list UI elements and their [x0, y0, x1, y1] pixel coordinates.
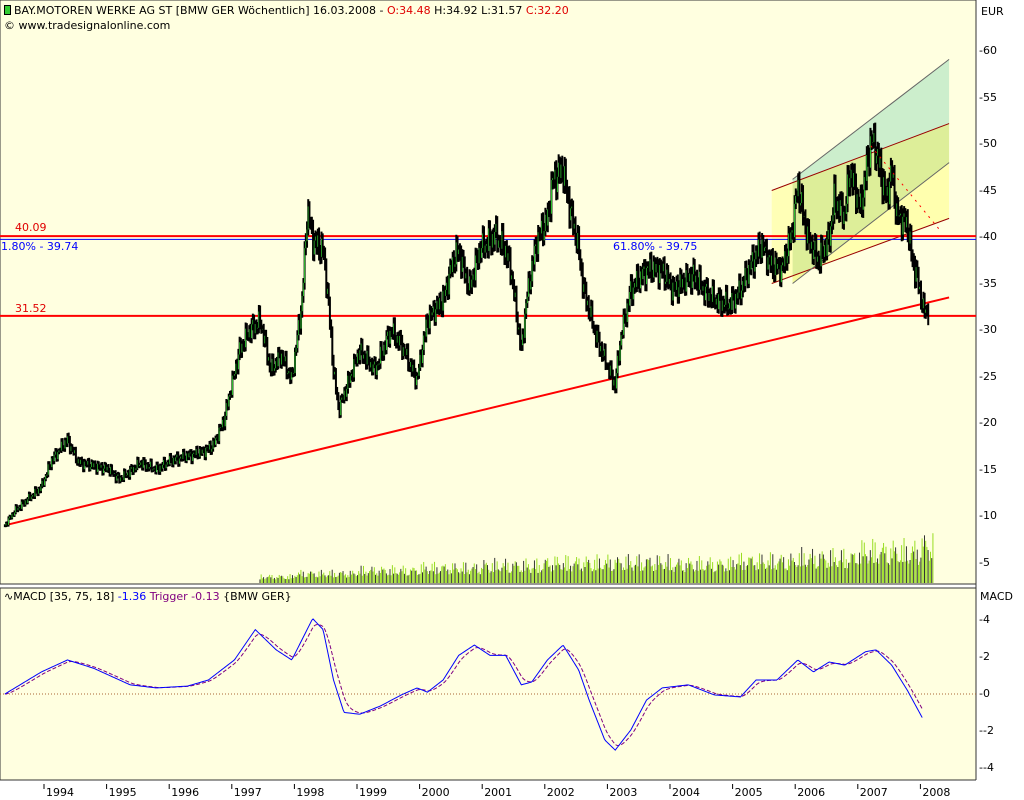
- year-tick-label: 1994: [46, 786, 74, 799]
- macd-name: MACD [35, 75, 18]: [13, 590, 115, 603]
- close-value: C:32.20: [525, 4, 569, 17]
- year-tick-label: 1996: [171, 786, 199, 799]
- macd-header: ∿MACD [35, 75, 18] -1.36 Trigger -0.13 {…: [4, 590, 292, 603]
- year-tick-label: 2002: [547, 786, 575, 799]
- year-tick-label: 2007: [860, 786, 888, 799]
- year-tick-label: 1999: [359, 786, 387, 799]
- channel-upper-line: [771, 123, 950, 191]
- channel-lower-line: [771, 217, 950, 284]
- macd-value: -1.36: [117, 590, 147, 603]
- year-tick-label: 2005: [735, 786, 763, 799]
- year-tick-label: 2008: [922, 786, 950, 799]
- channel-outer-upper-line: [792, 58, 950, 180]
- chart-header: BAY.MOTOREN WERKE AG ST [BMW GER Wöchent…: [4, 4, 569, 17]
- channel-mid-fill: [792, 123, 950, 284]
- macd-panel: [0, 587, 977, 781]
- price-axis-unit: EUR: [981, 5, 1004, 18]
- axis-area: [976, 0, 1024, 800]
- macd-tick-label: --4: [979, 760, 994, 774]
- price-tick-label: -30: [979, 323, 997, 336]
- price-tick-label: -40: [979, 230, 997, 243]
- high-value: H:34.92: [434, 4, 478, 17]
- macd-layer: [0, 618, 976, 751]
- price-tick-label: -10: [979, 509, 997, 522]
- price-layer: [0, 58, 976, 583]
- year-tick-label: 2000: [422, 786, 450, 799]
- year-tick-label: 1997: [234, 786, 262, 799]
- wave-icon: ∿: [4, 590, 14, 603]
- macd-tick-label: -2: [979, 650, 990, 664]
- year-tick-label: 2003: [609, 786, 637, 799]
- macd-tick-label: -0: [979, 687, 990, 700]
- low-value: L:31.57: [481, 4, 523, 17]
- price-tick-label: -55: [979, 90, 997, 104]
- trigger-label: Trigger: [149, 590, 188, 603]
- price-tick-label: -35: [979, 276, 997, 290]
- candle-icon: [4, 5, 11, 15]
- price-tick-label: -15: [979, 462, 997, 476]
- support-trend-line: [4, 296, 950, 527]
- macd-tick-label: --2: [979, 723, 994, 737]
- open-value: O:34.48: [386, 4, 431, 17]
- price-tick-label: -45: [979, 183, 997, 197]
- macd-line: [4, 618, 923, 751]
- price-tick-label: -60: [979, 44, 997, 57]
- trigger-value: -0.13: [191, 590, 220, 603]
- year-tick-label: 2004: [672, 786, 700, 799]
- source-credit: © www.tradesignalonline.com: [4, 19, 171, 32]
- year-tick-label: 1995: [109, 786, 137, 799]
- fib-mid-label: 61.80% - 39.75: [613, 240, 698, 253]
- price-panel: [0, 0, 977, 585]
- price-tick-label: -50: [979, 137, 997, 150]
- price-tick-label: -20: [979, 416, 997, 429]
- price-tick-label: -5: [979, 555, 990, 569]
- price-tick-label: -25: [979, 369, 997, 383]
- macd-symbol: {BMW GER}: [223, 590, 292, 603]
- macd-tick-label: -4: [979, 613, 990, 627]
- year-tick-label: 2001: [484, 786, 512, 799]
- year-tick-label: 1998: [296, 786, 324, 799]
- macd-axis-label: MACD: [980, 590, 1013, 603]
- symbol-line: BAY.MOTOREN WERKE AG ST [BMW GER Wöchent…: [14, 4, 387, 17]
- year-tick-label: 2006: [797, 786, 825, 799]
- level-31-label: 31.52: [15, 302, 47, 315]
- channel-upper-fill: [792, 59, 950, 183]
- level-40-label: 40.09: [15, 221, 47, 234]
- fib-left-label: 61.80% - 39.74: [0, 240, 79, 253]
